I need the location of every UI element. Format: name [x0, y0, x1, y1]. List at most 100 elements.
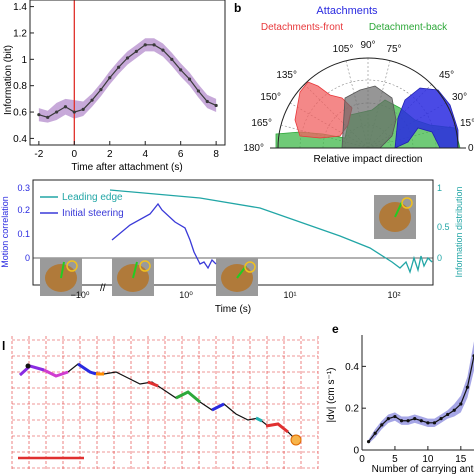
legend-initial-steering: Initial steering: [62, 208, 124, 219]
panel-a: -2 0 2 4 6 8 0.4 0.6 0.8 1 1.2 1.4 Time after atta…: [3, 0, 226, 173]
angle-label-15: 15°: [460, 118, 474, 129]
a-point: [214, 103, 218, 108]
e-band-shape: [368, 341, 474, 444]
a-point: [161, 48, 165, 52]
c-xtick-0: −10⁰: [71, 290, 90, 300]
leading-edge-line: [109, 189, 433, 275]
a-ytick-label: 0.6: [13, 108, 27, 119]
axis-break-mark: //: [100, 283, 106, 294]
panel-b-label: b: [234, 1, 241, 15]
c-xtick-2: 10¹: [283, 290, 296, 300]
e-point: [406, 419, 410, 423]
svg-text:0: 0: [25, 253, 30, 263]
panel-e-xlabel: Number of carrying ants: [372, 464, 474, 474]
a-point: [37, 113, 41, 117]
angle-label-30: 30°: [452, 92, 467, 103]
svg-text:0.1: 0.1: [17, 229, 30, 239]
a-point: [72, 110, 76, 114]
a-point: [46, 115, 50, 119]
e-point: [439, 417, 443, 421]
a-point: [90, 98, 94, 102]
trajectory-segment-6: [175, 390, 201, 404]
e-point: [366, 440, 371, 444]
e-point: [380, 423, 384, 427]
e-xtick-label: 10: [422, 454, 434, 465]
angle-label-180: 180°: [243, 143, 264, 154]
a-point: [187, 77, 192, 81]
e-xtick-label: 5: [392, 454, 398, 465]
ant-photo-insets: [40, 195, 416, 296]
a-point: [179, 68, 183, 72]
a-ytick-label: 1.2: [13, 28, 27, 39]
legend-detachments-front: Detachments-front: [261, 22, 343, 33]
a-xtick-label: -2: [34, 149, 43, 160]
svg-text:0.3: 0.3: [17, 183, 30, 193]
a-point: [81, 107, 85, 112]
panel-a-ylabel: Information (bit): [3, 45, 14, 115]
panel-a-frame: [29, 0, 226, 146]
panel-e-line: [366, 354, 474, 444]
panel-a-y-ticks: 0.4 0.6 0.8 1 1.2 1.4: [13, 2, 34, 145]
a-point: [205, 99, 209, 104]
svg-text:0: 0: [437, 253, 442, 263]
e-point: [393, 414, 397, 419]
svg-text:0.2: 0.2: [17, 205, 30, 215]
a-ytick-label: 0.8: [13, 81, 27, 92]
a-point: [99, 88, 103, 92]
panel-c-legend: Leading edge Initial steering: [40, 192, 124, 219]
e-ytick-label: 0: [353, 446, 359, 457]
e-xtick-label: 15: [455, 454, 467, 465]
e-point: [432, 421, 437, 425]
polar-outer-arc: [277, 57, 459, 149]
e-point: [426, 421, 430, 425]
trajectory-segment-3: [77, 362, 97, 376]
a-xtick-label: 6: [178, 149, 184, 160]
angle-label-105: 105°: [333, 44, 354, 55]
overlap-area: [341, 85, 397, 149]
e-series-line: [368, 355, 474, 443]
a-ytick-label: 0.4: [13, 134, 27, 145]
panel-d: l: [2, 336, 319, 470]
angle-label-0: 0°: [468, 143, 474, 154]
a-point: [108, 76, 112, 80]
a-point: [125, 56, 130, 60]
angle-label-90: 90°: [360, 40, 375, 51]
angle-label-45: 45°: [439, 70, 454, 81]
a-ytick-label: 1: [21, 55, 27, 66]
a-point: [134, 49, 138, 54]
panel-c-x-ticks: −10⁰ 10⁰ 10¹ 10²: [71, 290, 401, 300]
c-xtick-3: 10²: [387, 290, 400, 300]
e-ytick-label: 0.4: [345, 362, 359, 373]
legend-detachment-back: Detachment-back: [369, 22, 448, 33]
a-ytick-label: 1.4: [13, 2, 27, 13]
e-point: [465, 385, 470, 389]
a-point: [63, 105, 68, 109]
panel-a-x-ticks: -2 0 2 4 6 8: [34, 141, 219, 160]
trajectory-segment-1: [18, 364, 45, 377]
panel-e: e 0 5 10 15 0 0.2 0.4 |dv| (cm s⁻¹) Number of…: [326, 322, 474, 474]
angle-label-75: 75°: [386, 44, 401, 55]
a-point: [143, 43, 147, 47]
panel-e-label: e: [332, 322, 339, 336]
panel-e-ylabel: |dv| (cm s⁻¹): [326, 368, 337, 423]
panel-e-error-band: [368, 341, 474, 444]
e-point: [419, 419, 423, 423]
e-point: [446, 412, 450, 417]
a-point: [117, 65, 121, 69]
a-point: [152, 43, 156, 47]
nest-marker: [290, 434, 302, 446]
panel-c-ylabel-right: Information distribution: [454, 186, 464, 277]
trajectory-grid: [11, 336, 319, 470]
trajectory-segment-8: [255, 416, 263, 423]
initial-steering-line: [111, 202, 217, 270]
trajectory-segment-9: [265, 422, 289, 434]
angle-label-135: 135°: [276, 70, 297, 81]
svg-text:0.5: 0.5: [437, 222, 450, 232]
a-xtick-label: 0: [72, 149, 78, 160]
e-ytick-label: 0.2: [345, 404, 359, 415]
panel-c-right-ticks: 1 0.5 0: [437, 183, 450, 263]
a-point: [196, 89, 201, 93]
panel-e-x-ticks: 0 5 10 15: [359, 446, 467, 465]
e-point: [459, 402, 463, 406]
